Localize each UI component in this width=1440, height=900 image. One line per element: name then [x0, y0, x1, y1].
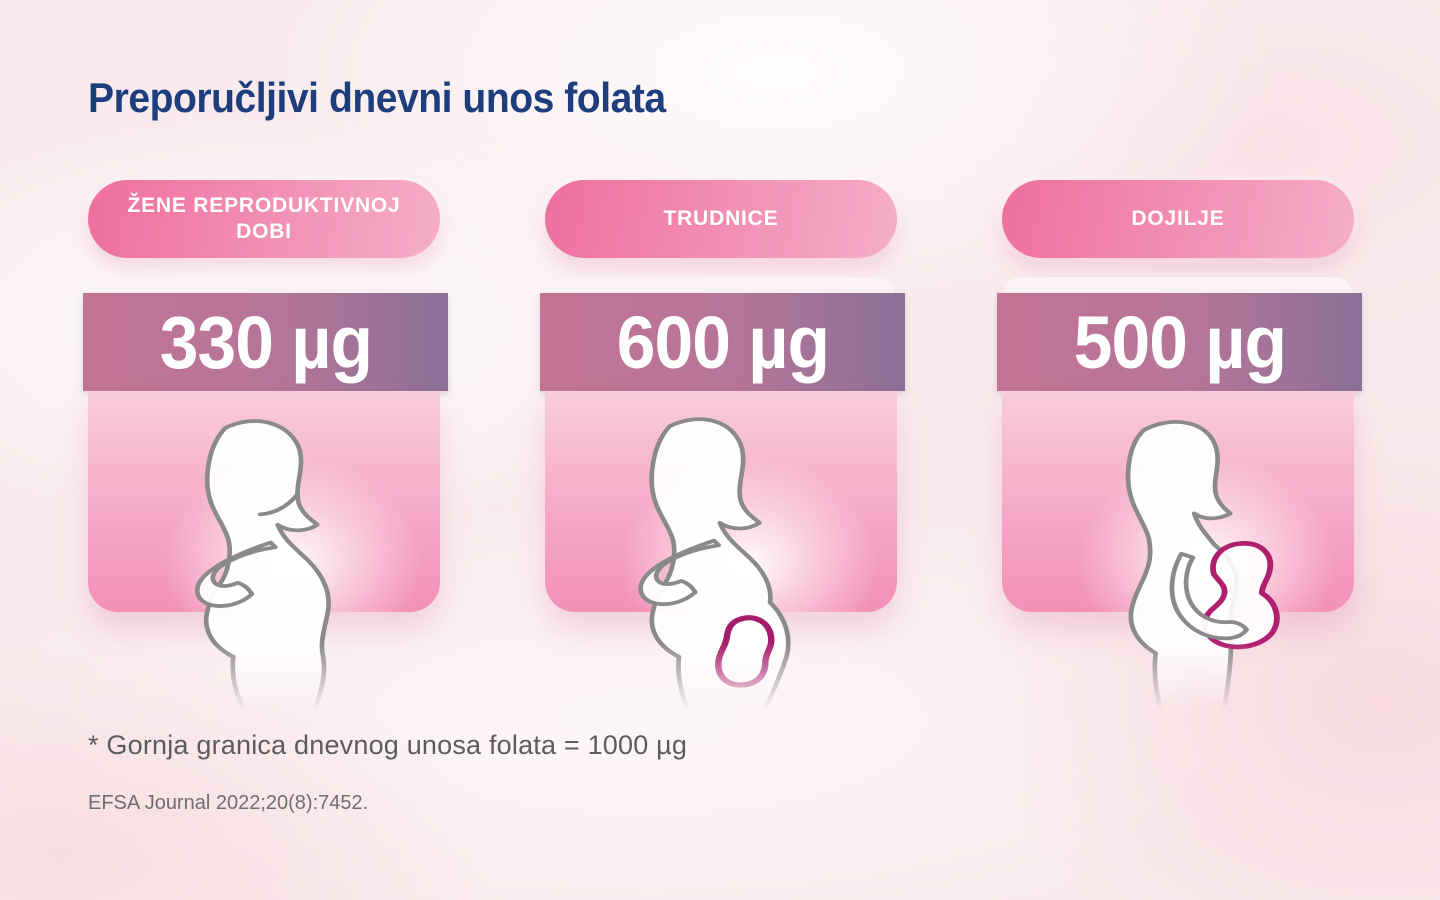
column-reproductive-age: ŽENE REPRODUKTIVNOJ DOBI 330 µg	[83, 0, 448, 900]
category-pill: TRUDNICE	[545, 180, 897, 258]
dose-value: 500 µg	[1073, 300, 1286, 384]
card-top-strip	[547, 277, 895, 294]
dose-band: 330 µg	[83, 293, 448, 391]
source-citation: EFSA Journal 2022;20(8):7452.	[88, 792, 369, 814]
category-label: DOJILJE	[1131, 206, 1225, 230]
category-pill: DOJILJE	[1002, 180, 1354, 258]
dose-band: 600 µg	[540, 293, 905, 391]
category-pill: ŽENE REPRODUKTIVNOJ DOBI	[88, 180, 440, 258]
column-pregnant: TRUDNICE 600 µg	[540, 0, 905, 900]
category-label: ŽENE REPRODUKTIVNOJ DOBI	[127, 193, 401, 243]
dose-value: 330 µg	[159, 300, 372, 384]
breastfeeding-mother-baby-icon	[1032, 415, 1312, 717]
folate-bean-icon	[715, 615, 775, 688]
dose-band: 500 µg	[997, 293, 1362, 391]
dose-value: 600 µg	[616, 300, 829, 384]
woman-silhouette-icon	[112, 415, 392, 717]
card-top-strip	[1004, 277, 1352, 294]
column-breastfeeding: DOJILJE 500 µg	[997, 0, 1362, 900]
page-title: Preporučljivi dnevni unos folata	[88, 74, 666, 121]
pregnant-woman-folate-icon	[553, 415, 833, 717]
upper-limit-footnote: * Gornja granica dnevnog unosa folata = …	[88, 730, 688, 760]
category-label: TRUDNICE	[663, 206, 779, 230]
card-top-strip	[90, 277, 438, 294]
